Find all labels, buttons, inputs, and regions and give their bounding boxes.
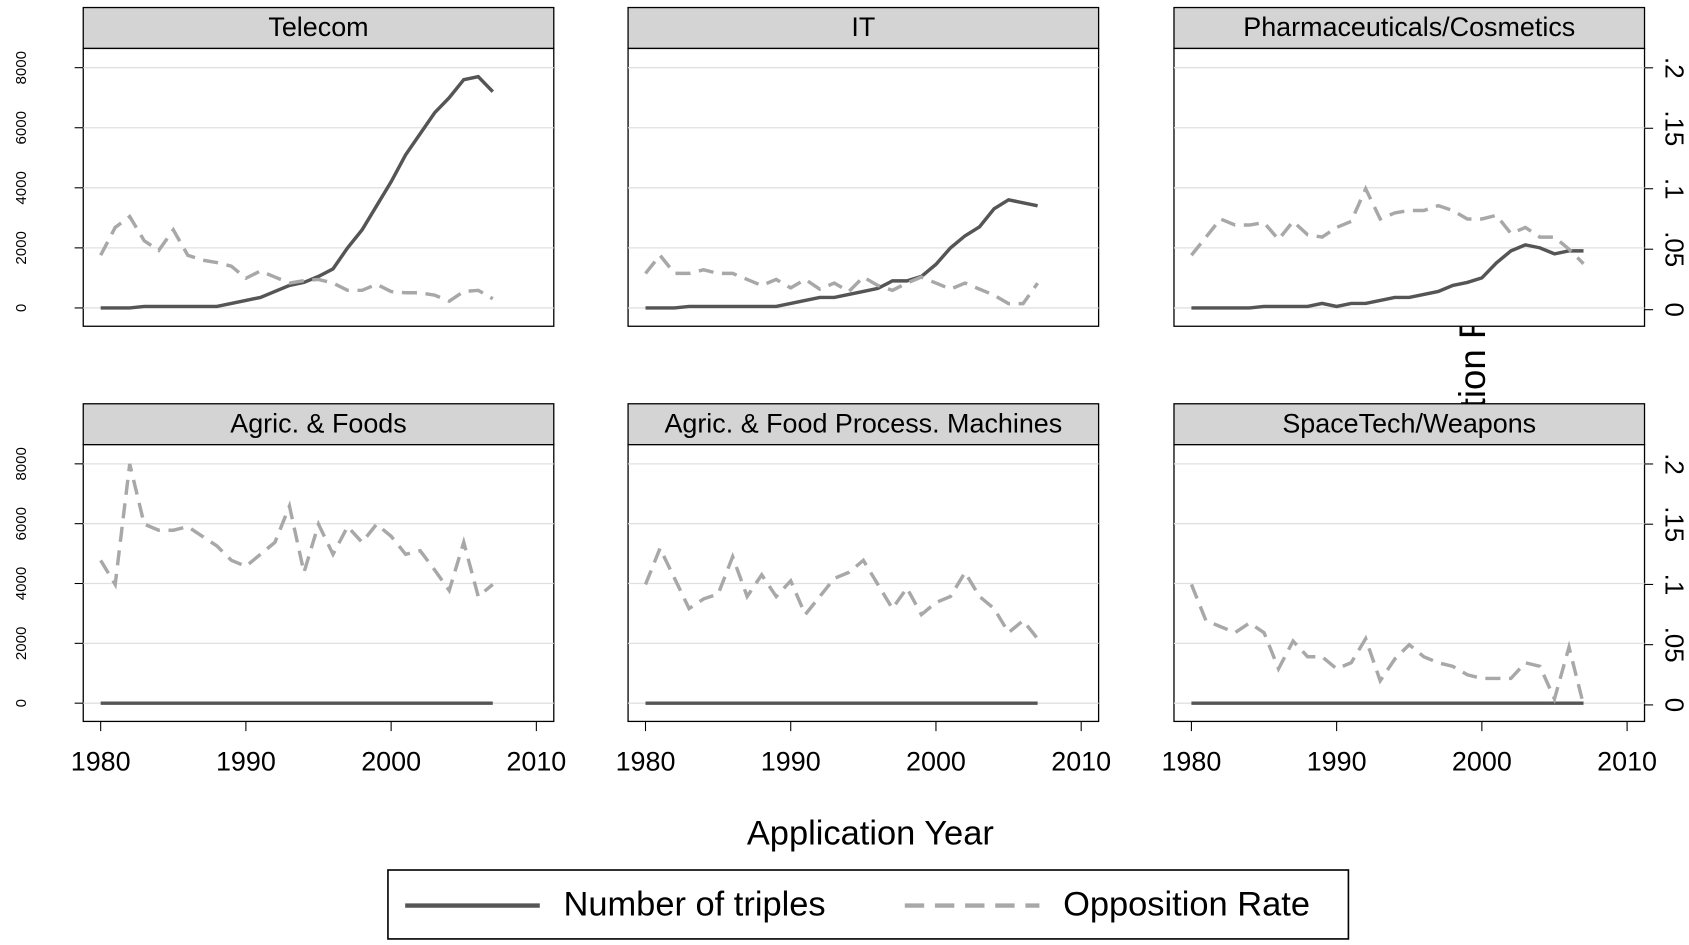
panel-title: SpaceTech/Weapons	[1282, 408, 1536, 438]
series-line	[99, 463, 494, 600]
y-tick-label: 0	[13, 699, 30, 707]
y2-tick-label: .05	[1660, 627, 1688, 663]
y-tick-label: 0	[13, 304, 30, 312]
y-tick-label: 2000	[13, 231, 30, 265]
series-line	[1189, 583, 1586, 706]
x-tick-label: 2000	[1452, 747, 1512, 777]
panel-header	[627, 403, 1100, 446]
series-line	[100, 74, 495, 310]
x-tick-label: 2010	[1597, 747, 1657, 777]
x-tick-label: 2010	[506, 747, 566, 777]
series-line	[643, 544, 1039, 640]
y-tick-label: 2000	[13, 627, 30, 661]
series-line	[99, 214, 494, 304]
panel-title: Telecom	[268, 12, 368, 42]
series-line	[1191, 243, 1584, 310]
x-tick-label: 1980	[616, 747, 676, 777]
y-tick-label: 8000	[13, 447, 30, 481]
y-tick-label: 6000	[13, 111, 30, 145]
x-tick-label: 2000	[361, 747, 421, 777]
y-tick-label: 4000	[13, 171, 30, 205]
y2-tick-label: 0	[1660, 302, 1688, 316]
legend-label: Number of triples	[563, 886, 825, 924]
x-tick-label: 2000	[906, 747, 966, 777]
y-tick-label: 6000	[13, 507, 30, 541]
y2-tick-label: .1	[1660, 178, 1688, 200]
y2-tick-label: .2	[1660, 57, 1688, 79]
x-tick-label: 1980	[1161, 747, 1221, 777]
panel-header	[82, 6, 555, 50]
x-tick-label: 1990	[216, 747, 276, 777]
panel-header	[1173, 403, 1646, 446]
series-line	[644, 252, 1040, 306]
x-tick-label: 2010	[1051, 747, 1111, 777]
panel-title: IT	[851, 12, 875, 42]
x-tick-label: 1980	[71, 747, 131, 777]
y2-tick-label: .15	[1660, 110, 1688, 146]
y2-tick-label: .2	[1660, 453, 1688, 475]
series-line	[1190, 184, 1585, 265]
x-tick-label: 1990	[761, 747, 821, 777]
panel-title: Pharmaceuticals/Cosmetics	[1243, 12, 1575, 42]
y2-tick-label: .05	[1660, 231, 1688, 267]
panel-title: Agric. & Foods	[230, 408, 406, 438]
y2-tick-label: 0	[1660, 698, 1688, 712]
legend-box	[387, 869, 1350, 940]
y-tick-label: 4000	[13, 567, 30, 601]
panel-header	[82, 403, 555, 446]
legend-label: Opposition Rate	[1063, 886, 1310, 924]
series-line	[645, 197, 1038, 310]
panel-header	[627, 6, 1100, 50]
y-tick-label: 8000	[13, 51, 30, 85]
x-axis-label: Application Year	[747, 815, 994, 853]
y2-tick-label: .1	[1660, 574, 1688, 596]
panel-title: Agric. & Food Process. Machines	[664, 408, 1062, 438]
x-tick-label: 1990	[1307, 747, 1367, 777]
y2-tick-label: .15	[1660, 506, 1688, 542]
